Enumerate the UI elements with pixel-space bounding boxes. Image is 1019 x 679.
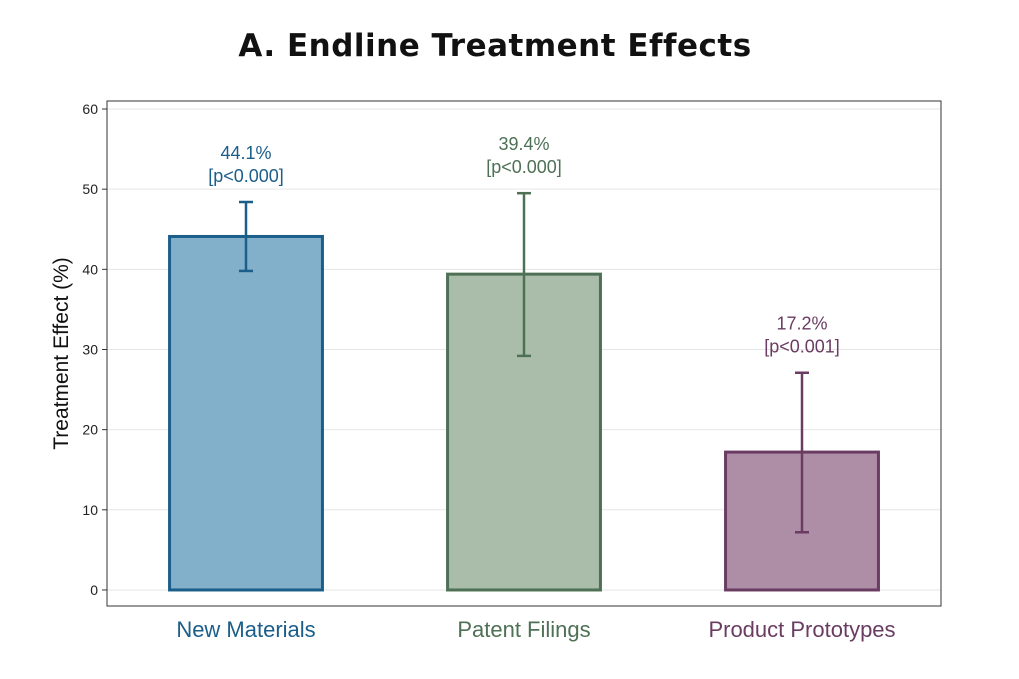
x-axis-categories: New Materials Patent Filings Product Proto… [176, 617, 895, 642]
y-tick-label-10: 10 [82, 502, 98, 518]
y-axis-label: Treatment Effect (%) [50, 257, 73, 450]
data-labels: 44.1% [p<0.000] 39.4% [p<0.000] 17.2% [p<0.00… [208, 134, 840, 357]
y-tick-label-0: 0 [90, 582, 98, 598]
category-label-0: New Materials [176, 617, 315, 642]
error-bars [239, 191, 809, 534]
p-value-label-1: [p<0.000] [486, 157, 562, 177]
bar-0 [168, 234, 324, 592]
y-tick-label-40: 40 [82, 261, 98, 277]
y-axis: 0 10 20 30 40 50 60 [82, 101, 107, 598]
p-value-label-2: [p<0.001] [764, 337, 840, 357]
chart-title: A. Endline Treatment Effects [238, 28, 752, 64]
value-label-1: 39.4% [498, 134, 549, 154]
category-label-1: Patent Filings [457, 617, 590, 642]
y-tick-label-60: 60 [82, 101, 98, 117]
value-label-0: 44.1% [220, 143, 271, 163]
value-label-2: 17.2% [776, 314, 827, 334]
category-label-2: Product Prototypes [708, 617, 895, 642]
y-tick-label-20: 20 [82, 422, 98, 438]
y-tick-label-30: 30 [82, 341, 98, 357]
y-tick-label-50: 50 [82, 181, 98, 197]
plot-frame [106, 100, 942, 607]
p-value-label-0: [p<0.000] [208, 166, 284, 186]
